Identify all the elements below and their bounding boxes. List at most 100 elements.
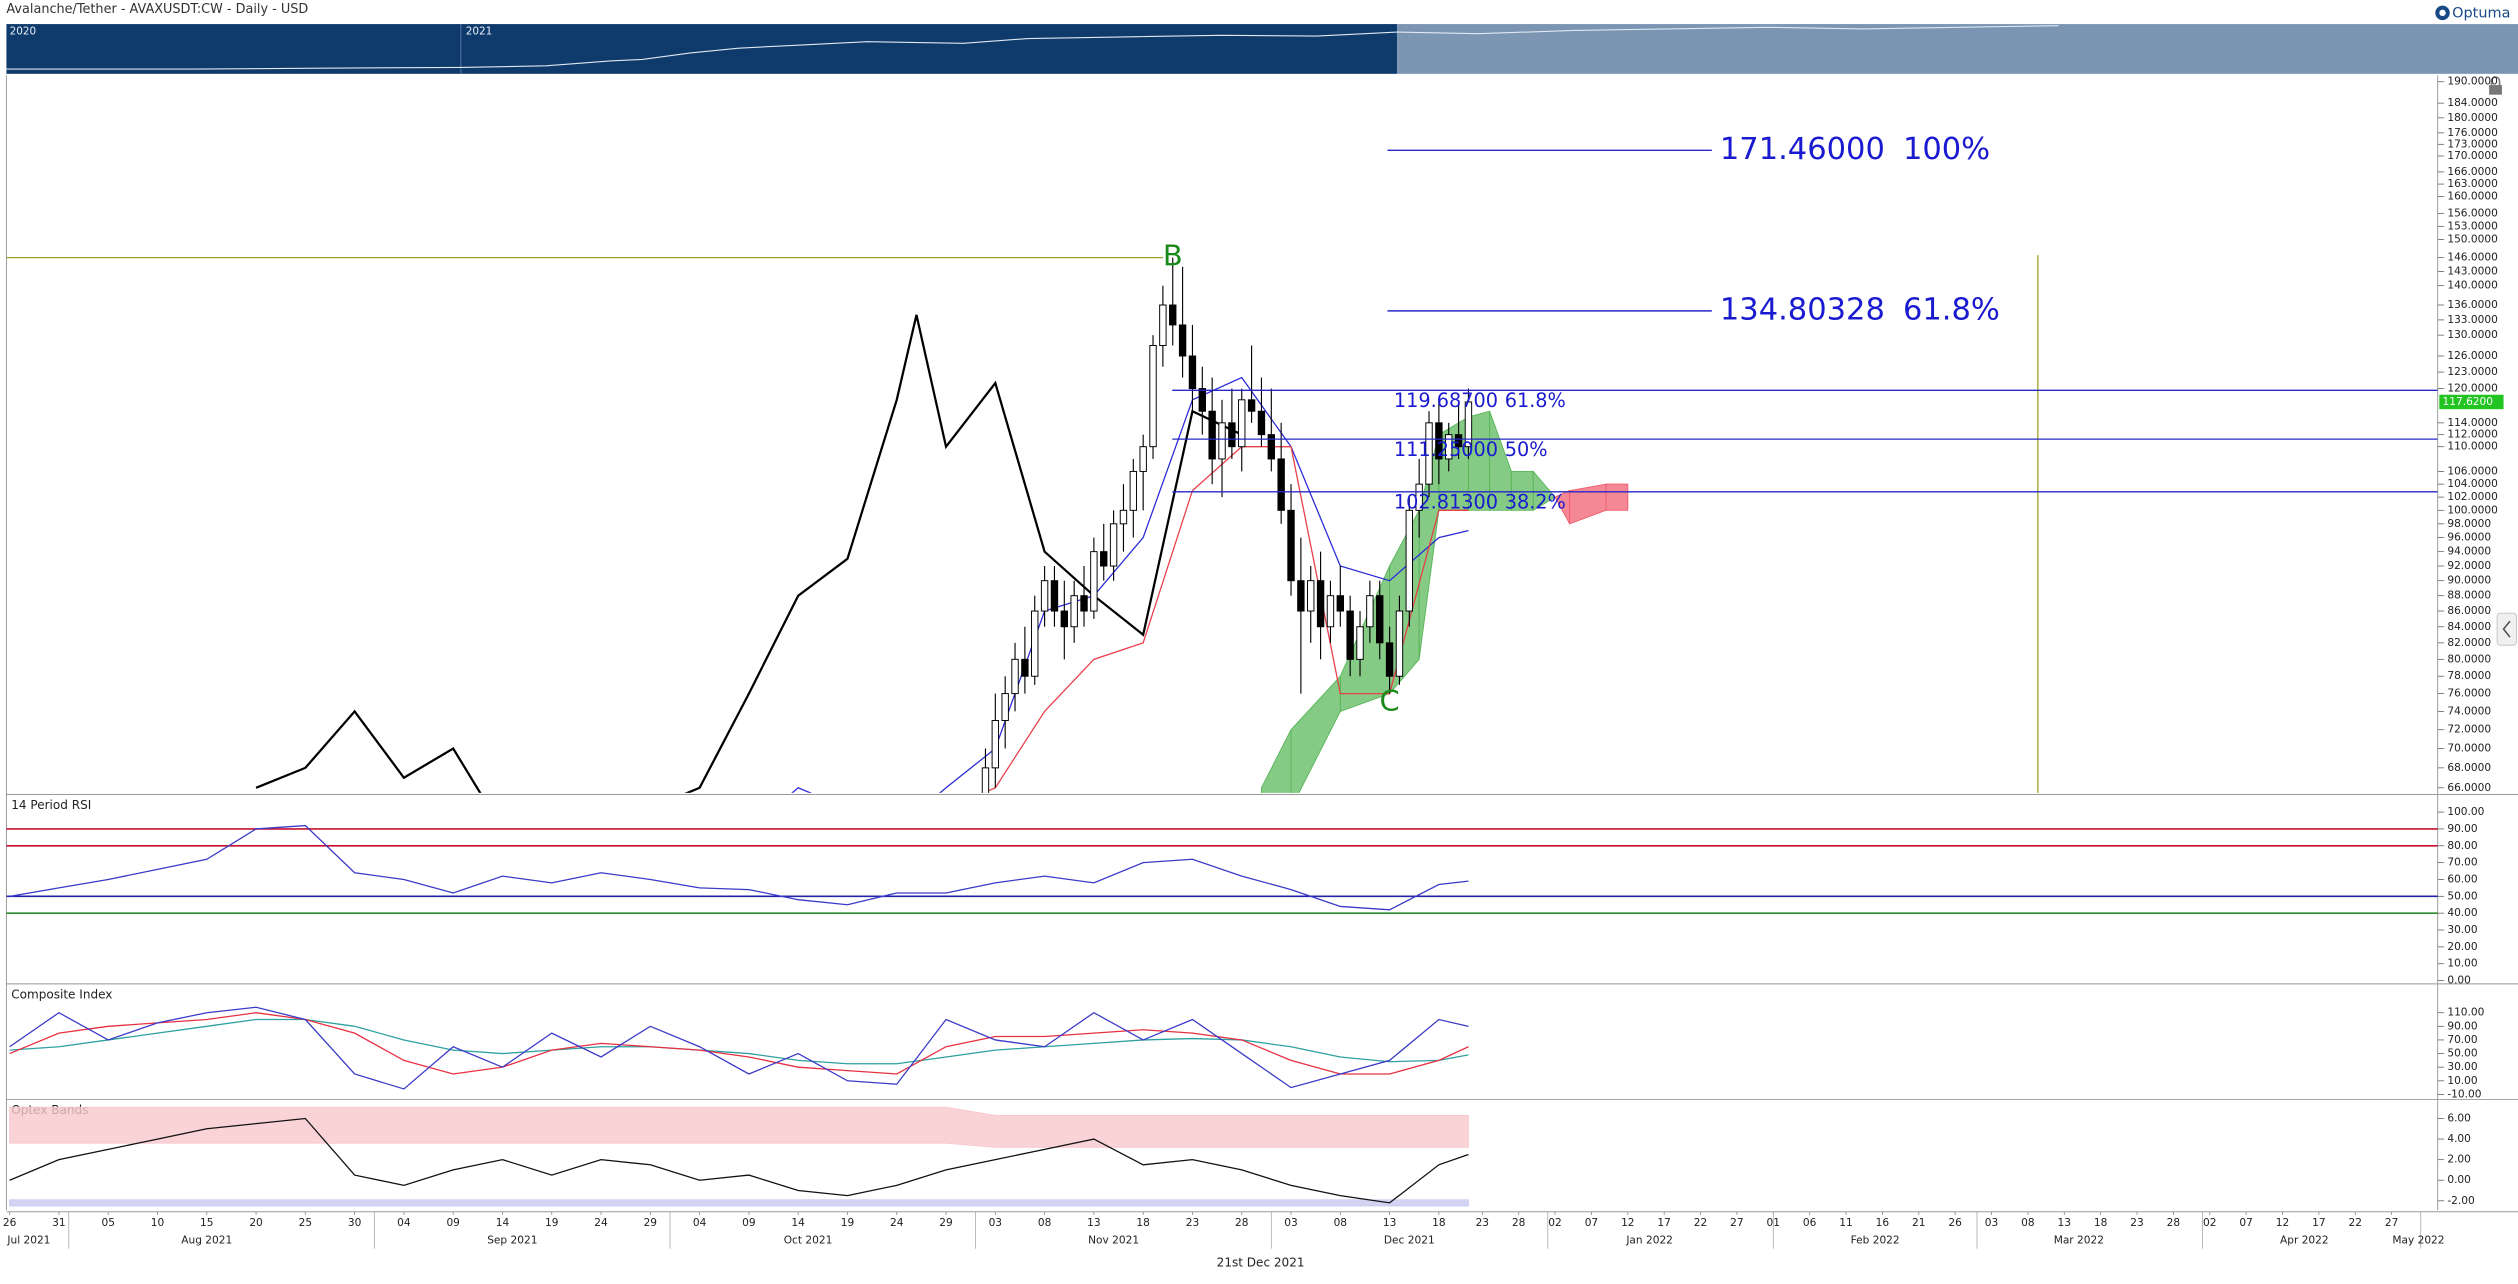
y-tick-label: 126.0000 [2447,350,2498,362]
cloud-segment [1260,729,1292,793]
logo-icon [2439,9,2446,17]
x-tick-label: 28 [2167,1217,2180,1229]
indicator-line [9,1117,1469,1204]
x-tick-label: 02 [1548,1217,1561,1229]
y-tick-label: 50.00 [2447,890,2478,902]
x-tick-label: 27 [2385,1217,2398,1229]
y-tick-label: 30.00 [2447,1061,2478,1073]
y-tick-label: 68.0000 [2447,762,2491,774]
collapse-arrow [2502,620,2511,638]
candle-body [1159,304,1167,346]
candle-body [1119,509,1128,525]
x-tick-label: 18 [1432,1217,1445,1229]
x-tick-label: 02 [2203,1217,2216,1229]
x-tick-label: 27 [1730,1217,1743,1229]
x-tick-label: 08 [1334,1217,1347,1229]
y-tick-label: 66.0000 [2447,782,2491,794]
candle-body [1169,304,1177,326]
candle-body [1149,345,1157,448]
y-tick-label: 10.00 [2447,958,2478,970]
chart-title: Avalanche/Tether - AVAXUSDT:CW - Daily -… [6,2,308,17]
lock-shackle [2490,76,2501,86]
x-tick-label: 20 [249,1217,263,1229]
y-tick-label: 0.00 [2447,975,2471,987]
month-label: Sep 2021 [487,1235,537,1247]
x-tick-label: 03 [1284,1217,1297,1229]
candle-body [1425,422,1433,485]
x-tick-label: 13 [2058,1217,2071,1229]
y-tick-label: 146.0000 [2447,252,2498,264]
candle-body [981,767,990,793]
x-tick-label: 30 [348,1217,362,1229]
x-tick-label: 26 [1948,1217,1962,1229]
x-tick-label: 23 [1476,1217,1489,1229]
x-tick-label: 17 [2312,1217,2325,1229]
logo-text: Optuma [2452,6,2510,22]
x-tick-label: 31 [52,1217,65,1229]
candle-body [1129,470,1138,511]
band-area [9,1106,1469,1148]
candle-body [1188,355,1197,390]
fib-ratio: 100% [1903,132,1990,167]
y-tick-label: 88.0000 [2447,590,2491,602]
wave-label: B [1163,239,1183,273]
y-tick-label: 100.00 [2447,806,2484,818]
navigator-window[interactable] [1397,24,2518,74]
y-tick-label: 166.0000 [2447,166,2498,178]
fib-ratio: 50% [1505,438,1548,461]
logo: Optuma [2435,5,2510,22]
y-tick-label: 80.0000 [2447,653,2491,665]
y-tick-label: 74.0000 [2447,705,2491,717]
fib-ratio: 61.8% [1903,292,2000,327]
x-tick-label: 09 [446,1217,459,1229]
candle-body [1218,422,1226,460]
candle-body [1415,483,1423,511]
candle-body [1346,610,1354,660]
navigator[interactable]: 2020 2021 [6,24,2518,74]
wave-label: C [1380,684,1400,718]
x-tick-label: 09 [742,1217,755,1229]
x-tick-label: 18 [2094,1217,2107,1229]
x-tick-label: 19 [841,1217,854,1229]
band-area [9,1199,1469,1207]
y-tick-label: 110.0000 [2447,441,2498,453]
month-label: Nov 2021 [1088,1235,1139,1247]
candle-body [1257,410,1266,436]
x-tick-label: 28 [1512,1217,1525,1229]
y-tick-label: 96.0000 [2447,532,2491,544]
y-tick-label: 76.0000 [2447,688,2491,700]
x-tick-label: 11 [1839,1217,1852,1229]
candle-body [1464,401,1473,448]
candle-body [1277,458,1285,511]
x-tick-label: 28 [1235,1217,1248,1229]
y-tick-label: 156.0000 [2447,207,2498,219]
y-tick-label: 140.0000 [2447,280,2498,292]
x-tick-label: 08 [2021,1217,2034,1229]
collapse-button[interactable] [2496,612,2517,646]
fib-ratio: 61.8% [1505,389,1566,412]
x-tick-label: 29 [939,1217,952,1229]
candle-body [1316,580,1325,628]
y-tick-label: 82.0000 [2447,637,2491,649]
candle-body [1198,388,1207,412]
x-tick-label: 24 [594,1217,608,1229]
y-tick-label: 70.0000 [2447,743,2491,755]
cloud-segment [1532,470,1556,512]
y-tick-label: 90.00 [2447,1020,2478,1032]
y-tick-label: 98.0000 [2447,518,2491,530]
x-tick-label: 12 [1621,1217,1634,1229]
candle-body [1247,399,1256,412]
cloud-segment [1605,483,1629,511]
fib-value: 111.25000 [1394,438,1498,461]
y-tick-label: 70.00 [2447,1034,2478,1046]
candle-body [1178,324,1187,357]
fib-value: 102.81300 [1394,491,1498,514]
x-tick-label: 07 [1585,1217,1598,1229]
indicator-line [9,1012,1469,1075]
x-tick-label: 03 [1985,1217,1998,1229]
collapse-button-box[interactable] [2496,612,2517,646]
y-tick-label: 10.00 [2447,1075,2478,1087]
x-tick-label: 07 [2239,1217,2252,1229]
lock-icon[interactable] [2489,76,2502,95]
